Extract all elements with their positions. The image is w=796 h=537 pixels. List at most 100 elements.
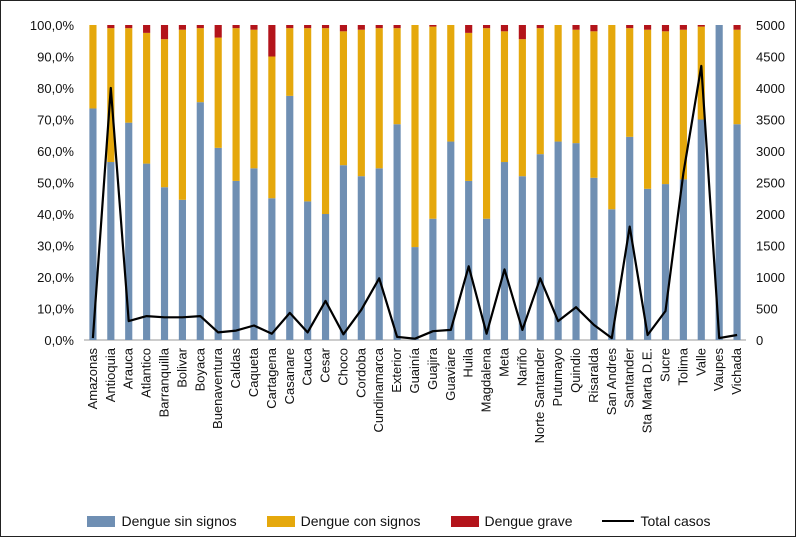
left-tick-label: 0,0% <box>44 333 74 348</box>
bar-segment-grave <box>572 25 580 30</box>
bar-segment-sin-signos <box>554 141 562 340</box>
left-tick-label: 70,0% <box>37 113 74 128</box>
right-tick-label: 2000 <box>756 207 785 222</box>
legend-item-grave: Dengue grave <box>450 513 572 529</box>
bar-segment-con-signos <box>429 26 437 219</box>
left-tick-label: 90,0% <box>37 50 74 65</box>
left-tick-label: 50,0% <box>37 176 74 191</box>
bar-segment-con-signos <box>321 28 330 215</box>
bar-segment-grave <box>500 25 509 32</box>
x-tick-label: Valle <box>693 348 708 376</box>
bar-segment-sin-signos <box>500 162 509 340</box>
bar-segment-sin-signos <box>626 136 634 340</box>
left-tick-label: 60,0% <box>37 144 74 159</box>
x-tick-label: Exterior <box>389 347 404 392</box>
x-tick-label: Nariño <box>514 348 529 386</box>
bar-segment-grave <box>644 25 652 30</box>
legend-swatch-total <box>602 520 635 522</box>
x-tick-label: Cordoba <box>353 347 368 398</box>
bar-segment-con-signos <box>232 28 240 181</box>
bar-segment-con-signos <box>286 28 294 96</box>
legend-swatch-sin-signos <box>87 515 116 527</box>
bar-segment-grave <box>196 25 204 29</box>
bar-segment-con-signos <box>518 39 526 177</box>
bar-segment-con-signos <box>250 29 258 169</box>
right-tick-label: 1500 <box>756 239 785 254</box>
x-tick-label: Buenaventura <box>210 347 225 429</box>
bar-segment-grave <box>733 25 741 30</box>
x-tick-label: Cundinamarca <box>371 347 386 432</box>
bar-segment-sin-signos <box>321 214 330 340</box>
bar-segment-sin-signos <box>268 198 276 340</box>
x-tick-label: Guainía <box>407 347 422 393</box>
bar-segment-con-signos <box>536 28 544 155</box>
total-casos-line <box>91 64 738 340</box>
bar-segment-sin-signos <box>465 180 473 340</box>
bar-segment-sin-signos <box>143 163 151 340</box>
bar-segment-grave <box>339 25 348 32</box>
bar-segment-sin-signos <box>447 141 455 340</box>
x-tick-label: Guajira <box>425 347 440 390</box>
right-tick-label: 4500 <box>756 50 785 65</box>
legend-swatch-grave <box>450 515 479 527</box>
bar-segment-grave <box>125 25 133 29</box>
legend-item-total: Total casos <box>602 513 711 529</box>
bar-segment-con-signos <box>733 29 741 125</box>
bar-segment-con-signos <box>214 37 222 148</box>
bar-segment-grave <box>518 25 526 40</box>
bar-segment-con-signos <box>268 56 276 199</box>
bar-segment-grave <box>697 25 705 27</box>
bar-segment-con-signos <box>196 28 204 103</box>
bar-segment-con-signos <box>375 28 383 169</box>
x-tick-label: Vaupes <box>711 348 726 392</box>
bar-segment-sin-signos <box>679 179 687 340</box>
bar-segment-grave <box>268 25 276 57</box>
x-tick-label: Risaralda <box>586 347 601 403</box>
bar-segment-grave <box>590 25 598 32</box>
x-tick-label: Norte Santander <box>532 347 547 443</box>
bar-segment-sin-signos <box>89 108 97 340</box>
x-tick-label: Boyaca <box>192 347 207 391</box>
left-tick-label: 80,0% <box>37 81 74 96</box>
bar-segment-grave <box>393 25 401 29</box>
bar-segment-sin-signos <box>107 162 115 340</box>
right-tick-label: 0 <box>756 333 763 348</box>
legend-label: Dengue con signos <box>300 513 421 529</box>
x-tick-label: Choco <box>335 348 350 386</box>
bar-segment-sin-signos <box>482 218 491 340</box>
x-tick-label: Amazonas <box>85 348 100 410</box>
right-tick-label: 4000 <box>756 81 785 96</box>
right-tick-label: 3000 <box>756 144 785 159</box>
x-tick-label: Cauca <box>300 347 315 385</box>
bar-segment-sin-signos <box>661 184 670 340</box>
right-axis: 0 500 1000 1500 2000 2500 3000 3500 4000 4500 5000 <box>756 18 785 348</box>
x-tick-label: Guaviare <box>443 348 458 401</box>
bar-segment-sin-signos <box>733 124 741 340</box>
x-tick-label: Casanare <box>282 348 297 404</box>
x-tick-label: Atlantico <box>139 348 154 398</box>
bar-segment-grave <box>661 25 670 32</box>
bar-segment-sin-signos <box>178 199 186 340</box>
left-tick-label: 100,0% <box>30 18 75 33</box>
legend-label: Total casos <box>640 513 711 529</box>
bar-segment-sin-signos <box>250 168 258 340</box>
bar-segment-sin-signos <box>429 218 437 340</box>
bar-segment-con-signos <box>679 29 687 180</box>
bar-segment-con-signos <box>89 25 97 109</box>
bar-segment-grave <box>232 25 240 29</box>
bar-segment-con-signos <box>160 39 169 188</box>
bar-segment-grave <box>304 25 312 29</box>
x-tick-label: Meta <box>496 347 511 377</box>
right-tick-label: 500 <box>756 302 778 317</box>
x-tick-label: Cartagena <box>264 347 279 408</box>
bar-segment-con-signos <box>411 25 419 248</box>
x-tick-label: Caqueta <box>246 347 261 397</box>
bar-segment-grave <box>250 25 258 30</box>
bar-segment-con-signos <box>644 29 652 189</box>
legend-label: Dengue sin signos <box>121 513 237 529</box>
bar-segment-con-signos <box>143 32 151 164</box>
x-tick-labels: Amazonas Antioquia Arauca Atlantico Barranqu… <box>85 347 744 443</box>
bar-segment-sin-signos <box>697 119 705 340</box>
bar-segment-grave <box>536 25 544 29</box>
bar-segment-sin-signos <box>518 176 526 340</box>
